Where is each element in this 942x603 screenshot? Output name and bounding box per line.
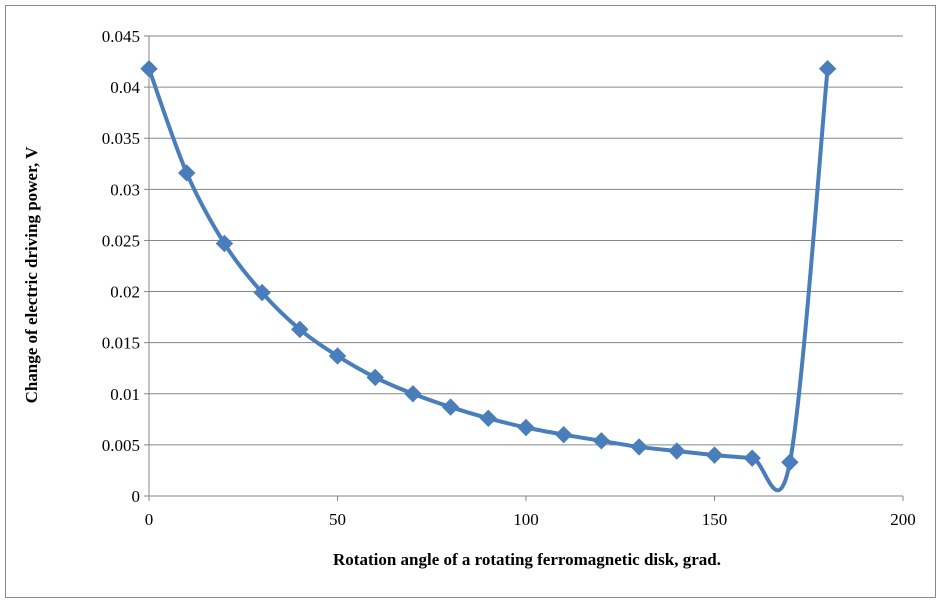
- x-tick-label: 50: [329, 510, 346, 529]
- y-tick-label: 0.03: [110, 180, 140, 199]
- axes: [144, 35, 904, 501]
- data-point: [215, 234, 234, 253]
- data-point: [818, 60, 837, 78]
- x-tick-label: 150: [702, 510, 728, 529]
- data-point: [479, 409, 498, 428]
- y-tick-label: 0.015: [102, 334, 140, 353]
- y-tick-label: 0.04: [110, 78, 140, 97]
- y-tick-label: 0.025: [102, 231, 140, 250]
- data-point: [781, 453, 799, 471]
- data-point: [630, 438, 648, 456]
- y-tick-label: 0.02: [110, 283, 140, 302]
- x-tick-label: 200: [890, 510, 916, 529]
- y-tick-label: 0.045: [102, 27, 140, 46]
- x-axis-title: Rotation angle of a rotating ferromagnet…: [333, 550, 721, 569]
- data-point: [554, 425, 573, 444]
- y-axis-title: Change of electric driving power, V: [22, 146, 41, 404]
- y-tick-label: 0.005: [102, 436, 140, 455]
- chart-border: [5, 5, 936, 598]
- y-tick-label: 0.035: [102, 129, 140, 148]
- y-tick-label: 0.01: [110, 385, 140, 404]
- x-tick-label: 100: [513, 510, 539, 529]
- gridlines: [149, 35, 903, 446]
- data-point: [177, 164, 196, 182]
- data-point: [705, 446, 724, 464]
- series: [140, 60, 837, 493]
- data-point: [328, 347, 347, 365]
- data-point: [366, 368, 384, 387]
- data-point: [668, 442, 686, 460]
- data-point: [517, 418, 535, 437]
- data-point: [253, 283, 271, 302]
- data-point: [140, 60, 158, 78]
- x-tick-labels: 0 50 100 150 200: [145, 510, 916, 529]
- data-point: [441, 398, 460, 416]
- y-tick-label: 0: [132, 487, 141, 506]
- y-tick-labels: 0 0.005 0.01 0.015 0.02 0.025 0.03 0.035 0.04 0.0…: [102, 27, 141, 506]
- data-point: [743, 449, 761, 467]
- x-tick-label: 0: [145, 510, 154, 529]
- data-point: [404, 385, 422, 403]
- data-point: [291, 320, 309, 339]
- data-point: [592, 432, 611, 450]
